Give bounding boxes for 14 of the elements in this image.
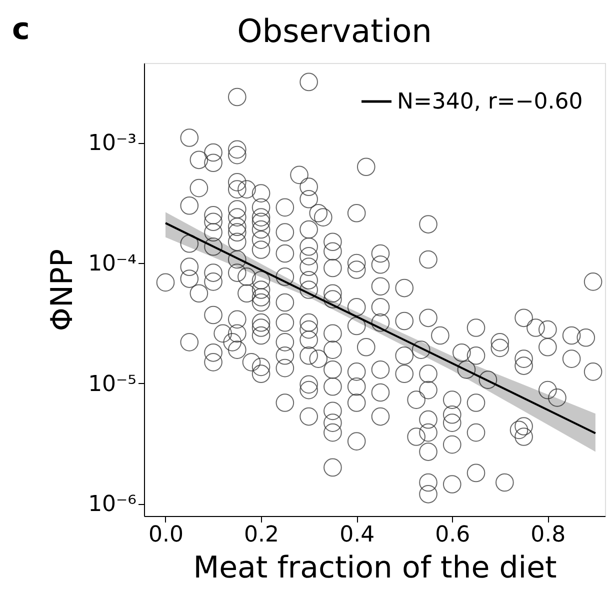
y-axis-title: ΦNPP	[45, 248, 80, 332]
x-tick-label: 0.2	[244, 522, 280, 548]
y-tick-label: 10⁻⁴	[88, 252, 137, 277]
x-axis-title: Meat fraction of the diet	[193, 550, 558, 586]
y-tick-label: 10⁻⁶	[88, 492, 137, 518]
x-tick-label: 0.4	[340, 522, 375, 548]
x-tick-label: 0.0	[148, 522, 184, 548]
y-tick-label: 10⁻³	[88, 131, 136, 156]
legend-label: N=340, r=−0.60	[397, 90, 583, 114]
chart-title: Observation	[237, 12, 432, 50]
x-tick-label: 0.6	[435, 522, 470, 548]
x-tick-label: 0.8	[530, 522, 566, 548]
text: c	[12, 12, 30, 47]
y-tick-label: 10⁻⁵	[88, 372, 136, 397]
